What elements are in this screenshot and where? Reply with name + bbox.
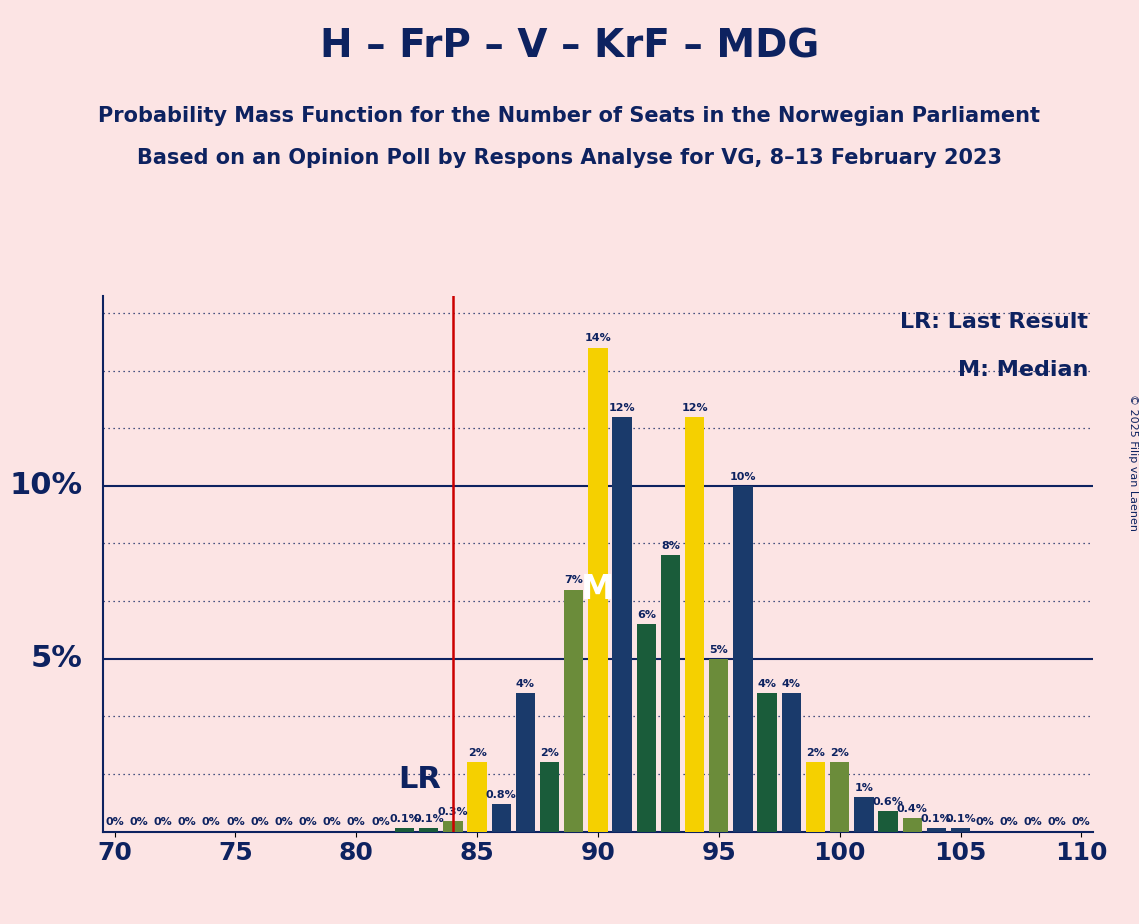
Text: 0%: 0% [154,818,172,828]
Text: M: M [581,573,615,606]
Bar [661,555,680,832]
Bar [516,693,535,832]
Text: 0%: 0% [178,818,196,828]
Text: 0.1%: 0.1% [390,814,420,824]
Bar [927,828,947,832]
Text: 0%: 0% [1072,818,1091,828]
Text: 0%: 0% [322,818,342,828]
Text: 0%: 0% [1048,818,1066,828]
Text: Probability Mass Function for the Number of Seats in the Norwegian Parliament: Probability Mass Function for the Number… [98,106,1041,127]
Text: 0%: 0% [226,818,245,828]
Text: 8%: 8% [661,541,680,551]
Text: 12%: 12% [609,403,636,412]
Bar [902,818,921,832]
Text: 12%: 12% [681,403,708,412]
Text: 0%: 0% [975,818,994,828]
Text: 0%: 0% [274,818,293,828]
Text: 0.6%: 0.6% [872,796,903,807]
Text: 0.3%: 0.3% [437,807,468,817]
Text: 5%: 5% [710,645,728,654]
Text: 4%: 4% [757,679,777,689]
Text: 0.1%: 0.1% [921,814,952,824]
Text: LR: LR [398,765,441,795]
Bar [854,797,874,832]
Text: 1%: 1% [854,783,874,793]
Bar [589,347,607,832]
Text: 10%: 10% [730,471,756,481]
Text: 2%: 2% [806,748,825,759]
Text: M: Median: M: Median [958,360,1089,380]
Text: 2%: 2% [468,748,486,759]
Bar [734,486,753,832]
Text: 6%: 6% [637,610,656,620]
Text: 2%: 2% [540,748,559,759]
Text: © 2025 Filip van Laenen: © 2025 Filip van Laenen [1129,394,1138,530]
Text: 0%: 0% [1000,818,1018,828]
Bar [395,828,415,832]
Bar [564,590,583,832]
Bar [467,762,486,832]
Text: 0.8%: 0.8% [486,790,517,800]
Bar [613,417,632,832]
Text: 7%: 7% [564,576,583,586]
Bar [419,828,439,832]
Text: 10%: 10% [9,471,83,500]
Bar [757,693,777,832]
Text: 5%: 5% [31,644,83,674]
Bar [637,624,656,832]
Text: 0%: 0% [202,818,221,828]
Bar [805,762,825,832]
Text: 4%: 4% [516,679,535,689]
Text: 0.1%: 0.1% [945,814,976,824]
Bar [540,762,559,832]
Text: 14%: 14% [584,334,612,344]
Text: 0%: 0% [105,818,124,828]
Text: 0%: 0% [251,818,269,828]
Text: 0%: 0% [371,818,390,828]
Text: H – FrP – V – KrF – MDG: H – FrP – V – KrF – MDG [320,28,819,66]
Text: 0%: 0% [298,818,318,828]
Text: 0%: 0% [1024,818,1042,828]
Bar [951,828,970,832]
Text: 2%: 2% [830,748,849,759]
Text: 0%: 0% [130,818,148,828]
Bar [878,811,898,832]
Bar [781,693,801,832]
Text: 4%: 4% [781,679,801,689]
Text: 0.1%: 0.1% [413,814,444,824]
Bar [710,659,729,832]
Text: 0.4%: 0.4% [896,804,927,814]
Bar [830,762,850,832]
Text: Based on an Opinion Poll by Respons Analyse for VG, 8–13 February 2023: Based on an Opinion Poll by Respons Anal… [137,148,1002,168]
Bar [492,804,511,832]
Bar [443,821,462,832]
Text: LR: Last Result: LR: Last Result [901,311,1089,332]
Bar [685,417,704,832]
Text: 0%: 0% [347,818,366,828]
